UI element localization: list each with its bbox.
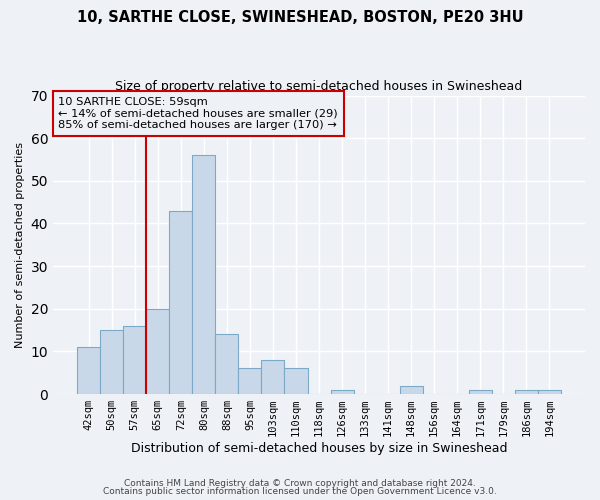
Text: 10 SARTHE CLOSE: 59sqm
← 14% of semi-detached houses are smaller (29)
85% of sem: 10 SARTHE CLOSE: 59sqm ← 14% of semi-det…	[58, 97, 338, 130]
X-axis label: Distribution of semi-detached houses by size in Swineshead: Distribution of semi-detached houses by …	[131, 442, 507, 455]
Bar	[146, 309, 169, 394]
Bar	[100, 330, 123, 394]
Bar	[469, 390, 492, 394]
Bar	[400, 386, 422, 394]
Bar	[215, 334, 238, 394]
Bar	[77, 347, 100, 394]
Bar	[262, 360, 284, 394]
Y-axis label: Number of semi-detached properties: Number of semi-detached properties	[15, 142, 25, 348]
Bar	[238, 368, 262, 394]
Bar	[538, 390, 561, 394]
Bar	[169, 210, 193, 394]
Bar	[193, 156, 215, 394]
Bar	[515, 390, 538, 394]
Text: Contains HM Land Registry data © Crown copyright and database right 2024.: Contains HM Land Registry data © Crown c…	[124, 478, 476, 488]
Text: 10, SARTHE CLOSE, SWINESHEAD, BOSTON, PE20 3HU: 10, SARTHE CLOSE, SWINESHEAD, BOSTON, PE…	[77, 10, 523, 25]
Bar	[331, 390, 353, 394]
Text: Contains public sector information licensed under the Open Government Licence v3: Contains public sector information licen…	[103, 487, 497, 496]
Title: Size of property relative to semi-detached houses in Swineshead: Size of property relative to semi-detach…	[115, 80, 523, 93]
Bar	[123, 326, 146, 394]
Bar	[284, 368, 308, 394]
